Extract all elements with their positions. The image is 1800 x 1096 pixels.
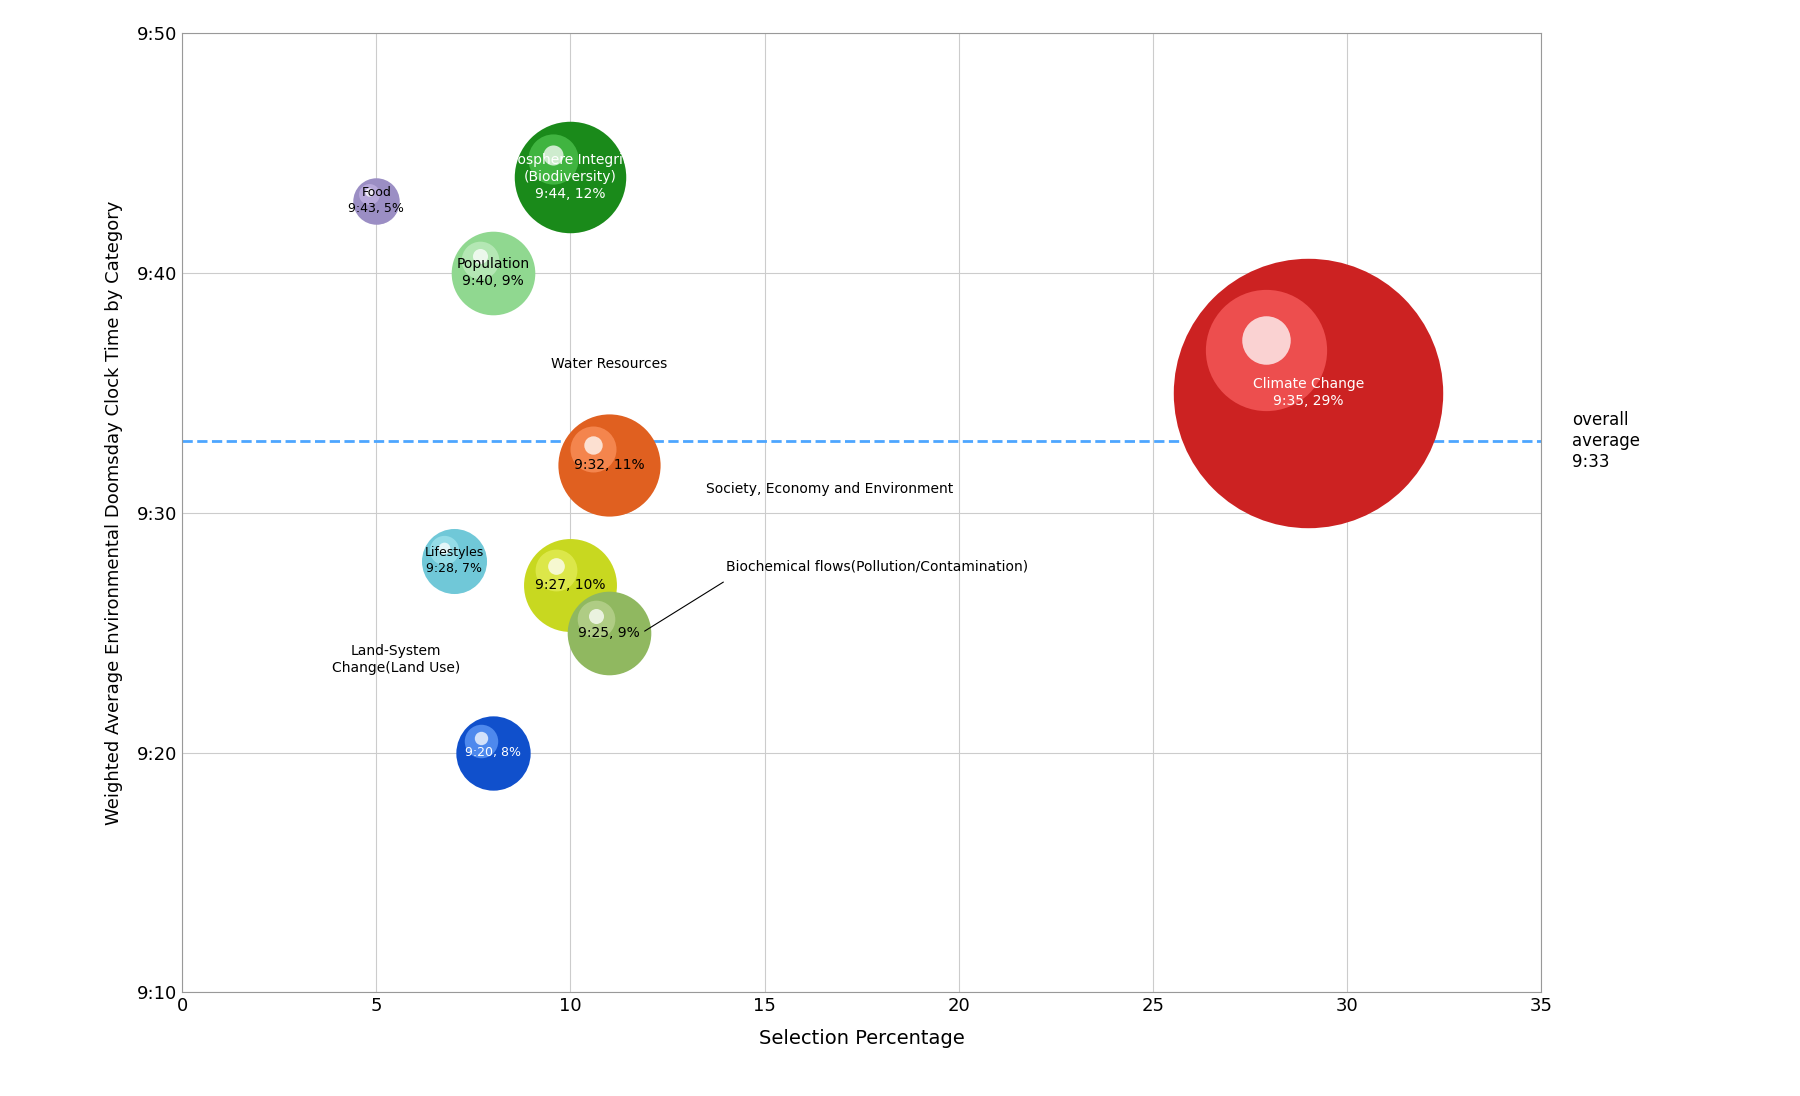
Point — [464, 251, 493, 269]
Point — [355, 183, 383, 201]
Point — [428, 539, 457, 557]
Point — [1301, 402, 1330, 420]
Point — [542, 558, 571, 575]
Text: 9:20, 8%: 9:20, 8% — [464, 746, 520, 760]
Point — [479, 744, 508, 762]
Point — [538, 146, 567, 163]
Text: 9:27, 10%: 9:27, 10% — [535, 578, 605, 592]
Text: overall
average
9:33: overall average 9:33 — [1571, 411, 1640, 470]
Point — [466, 729, 495, 746]
Point — [481, 270, 509, 287]
Point — [581, 610, 610, 628]
Point — [594, 624, 623, 641]
Point — [479, 264, 508, 282]
Point — [558, 582, 587, 600]
Point — [578, 439, 607, 457]
Point — [428, 541, 457, 559]
Point — [1251, 342, 1280, 359]
Text: Biosphere Integrity
(Biodiversity)
9:44, 12%: Biosphere Integrity (Biodiversity) 9:44,… — [504, 152, 637, 202]
Text: Climate Change
9:35, 29%: Climate Change 9:35, 29% — [1253, 377, 1364, 409]
Text: 9:32, 11%: 9:32, 11% — [574, 458, 644, 471]
Point — [441, 557, 470, 574]
Text: Food
9:43, 5%: Food 9:43, 5% — [349, 186, 405, 215]
Point — [364, 195, 392, 213]
Text: Lifestyles
9:28, 7%: Lifestyles 9:28, 7% — [425, 546, 484, 575]
Point — [1294, 384, 1323, 401]
Text: Society, Economy and Environment: Society, Economy and Environment — [706, 482, 954, 496]
Point — [578, 436, 607, 454]
Text: Land-System
Change(Land Use): Land-System Change(Land Use) — [331, 644, 459, 675]
Point — [560, 175, 589, 193]
Point — [556, 575, 585, 593]
Point — [556, 168, 585, 185]
Y-axis label: Weighted Average Environmental Doomsday Clock Time by Category: Weighted Average Environmental Doomsday … — [104, 201, 122, 825]
Text: 9:25, 9%: 9:25, 9% — [578, 626, 641, 640]
Point — [542, 561, 571, 579]
Text: Population
9:40, 9%: Population 9:40, 9% — [455, 258, 529, 288]
X-axis label: Selection Percentage: Selection Percentage — [760, 1029, 965, 1048]
Point — [594, 456, 623, 473]
Point — [362, 192, 391, 209]
Point — [481, 749, 509, 766]
Text: Water Resources: Water Resources — [551, 357, 668, 372]
Point — [598, 463, 626, 480]
Point — [466, 732, 495, 750]
Point — [464, 248, 493, 265]
Point — [439, 552, 468, 570]
Point — [598, 629, 626, 647]
Point — [355, 185, 383, 203]
Point — [1251, 331, 1280, 349]
Point — [581, 607, 610, 625]
Point — [538, 150, 567, 168]
Text: Biochemical flows(Pollution/Contamination): Biochemical flows(Pollution/Contaminatio… — [725, 559, 1028, 573]
